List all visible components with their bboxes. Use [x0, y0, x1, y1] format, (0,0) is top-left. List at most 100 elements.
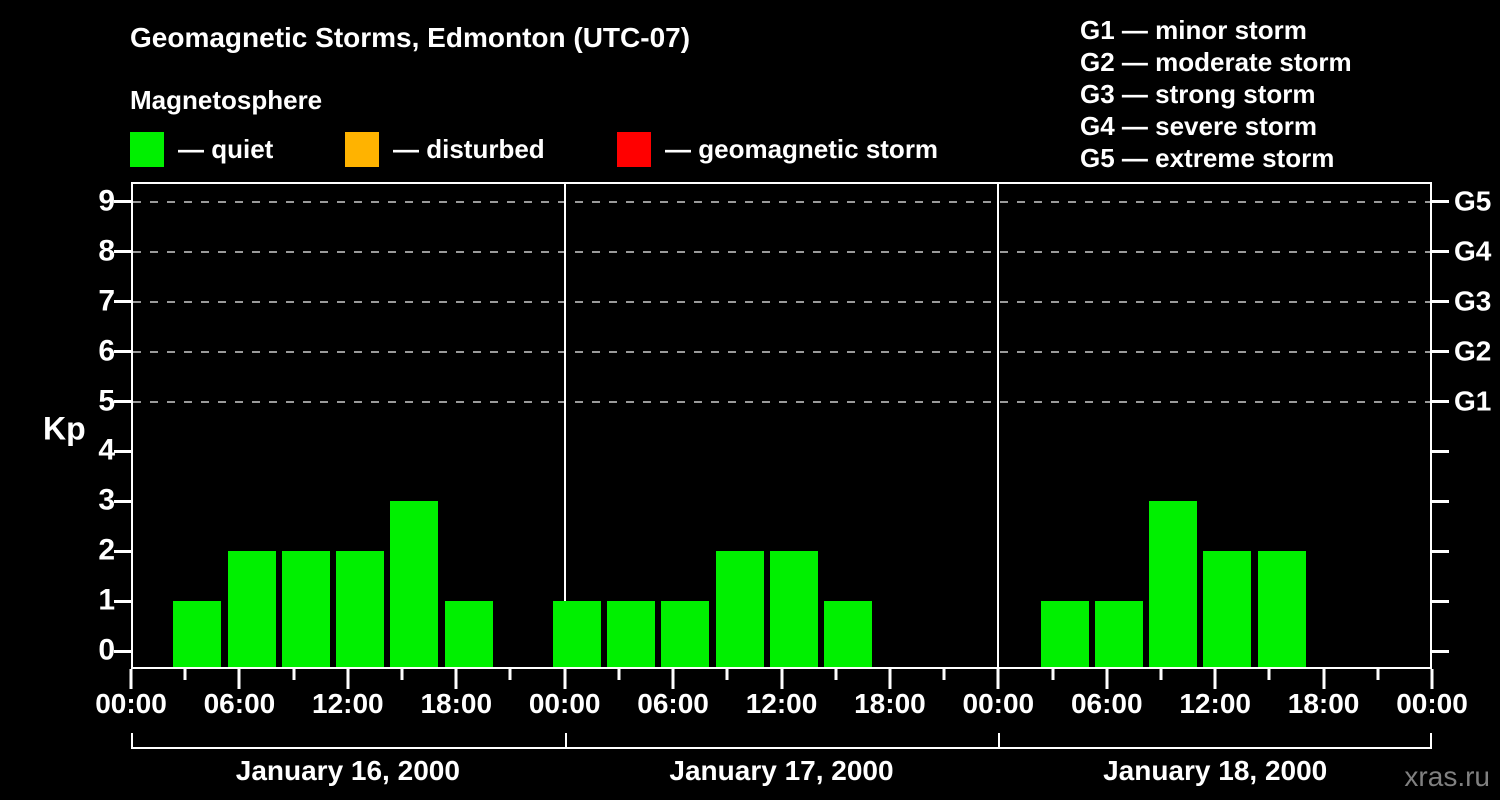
legend-item-label: — quiet [178, 134, 274, 164]
kp-bar [1257, 551, 1306, 669]
kp-bar [1040, 601, 1089, 669]
legend-item-label: — geomagnetic storm [665, 134, 939, 164]
x-tick-major [996, 669, 1000, 689]
date-label: January 17, 2000 [669, 755, 894, 786]
kp-bar [1095, 601, 1143, 669]
x-tick-major [1213, 669, 1217, 689]
y-axis-tick [114, 449, 131, 453]
y-tick-label: 7 [98, 284, 115, 318]
y-axis-tick [114, 649, 131, 653]
date-label: January 18, 2000 [1103, 755, 1328, 786]
kp-bar [607, 601, 656, 669]
x-time-label: 06:00 [1070, 688, 1143, 719]
y-axis-tick [114, 250, 131, 254]
x-tick-minor [183, 669, 187, 680]
g-level-gridline [133, 300, 1430, 303]
x-time-label: 18:00 [854, 688, 926, 719]
x-tick-minor [1267, 669, 1271, 680]
x-tick-minor [942, 669, 946, 680]
x-tick-major [1322, 669, 1326, 689]
y-axis-tick [114, 599, 131, 603]
y-tick-label: 1 [98, 583, 115, 617]
y-axis-tick [114, 300, 131, 304]
kp-bar [336, 551, 385, 669]
legend-item-storm: — geomagnetic storm [617, 132, 938, 167]
y-axis-tick [114, 400, 131, 403]
g-scale-label: G2 [1454, 334, 1492, 366]
date-bracket-tick [564, 733, 567, 749]
x-tick-minor [617, 669, 621, 680]
y-tick-label: 8 [98, 234, 115, 268]
y-axis-tick-right [1432, 599, 1449, 603]
y-axis-tick-right [1432, 649, 1449, 653]
x-time-label: 00:00 [1396, 688, 1468, 719]
x-tick-minor [400, 669, 404, 680]
color-legend: — quiet — disturbed — geomagnetic storm [0, 132, 1500, 170]
g-level-gridline [133, 200, 1430, 203]
y-tick-label: 0 [98, 633, 115, 667]
legend-item-label: — disturbed [393, 134, 545, 164]
y-axis-tick [114, 200, 131, 204]
g-scale-legend-entry: G5 — extreme storm [1080, 143, 1335, 173]
g-scale-label: G3 [1454, 285, 1492, 317]
disturbed-color-swatch [345, 132, 379, 167]
y-axis-tick [114, 350, 131, 354]
kp-bar [661, 601, 710, 669]
date-bracket: January 16, 2000 January 17, 2000 January … [131, 733, 1432, 792]
quiet-color-swatch [130, 132, 164, 167]
x-time-label: 12:00 [745, 688, 818, 719]
storm-color-swatch [617, 132, 651, 167]
x-tick-major [346, 669, 350, 689]
g-scale-label: G1 [1454, 384, 1492, 416]
kp-bar [281, 551, 330, 669]
day-separator-line [563, 182, 566, 669]
x-tick-minor [1159, 669, 1163, 680]
x-time-label: 06:00 [203, 688, 276, 719]
day-separator-line [997, 182, 1000, 669]
chart-subtitle: Magnetosphere [130, 85, 323, 115]
g-level-gridline [133, 250, 1430, 253]
x-time-label: 00:00 [95, 688, 167, 719]
legend-item-quiet: — quiet [130, 132, 273, 167]
date-bracket-tick [131, 733, 133, 749]
g-scale-legend-entry: G4 — severe storm [1080, 111, 1318, 141]
y-axis-tick-right [1432, 250, 1449, 254]
y-tick-label: 5 [98, 383, 115, 417]
g-scale-legend-entry: G1 — minor storm [1080, 15, 1307, 45]
x-time-label: 00:00 [962, 688, 1035, 719]
y-axis-tick-right [1432, 400, 1449, 403]
x-time-label: 12:00 [312, 688, 384, 719]
watermark: xras.ru [1404, 761, 1490, 792]
plot-area: Kp 0 1 2 3 4 5 6 7 8 9 G1 G2 G3 G4 G5 00:00 06:00 12:00 18… [43, 182, 1491, 719]
x-time-label: 00:00 [528, 688, 601, 719]
x-tick-major [671, 669, 675, 689]
x-tick-minor [508, 669, 512, 680]
y-axis-title: Kp [43, 410, 86, 447]
kp-bar [823, 601, 872, 669]
g-scale-label: G5 [1454, 185, 1492, 217]
kp-bar [444, 601, 493, 669]
x-time-label: 18:00 [1287, 688, 1360, 719]
g-scale-label: G4 [1454, 235, 1492, 267]
x-tick-major [1105, 669, 1109, 689]
date-label: January 16, 2000 [235, 755, 460, 786]
x-time-label: 18:00 [420, 688, 493, 719]
y-tick-label: 6 [98, 333, 115, 367]
g-level-gridline [133, 350, 1430, 353]
y-axis-tick-right [1432, 200, 1449, 204]
x-tick-minor [292, 669, 296, 680]
g-scale-legend: G1 — minor storm G2 — moderate storm G3 … [1080, 14, 1352, 174]
x-time-label: 06:00 [637, 688, 709, 719]
y-tick-label: 3 [98, 483, 115, 517]
date-bracket-tick [998, 733, 1001, 749]
kp-bar [552, 601, 601, 669]
x-tick-major [780, 669, 783, 689]
y-axis-tick-right [1432, 499, 1449, 503]
x-tick-major [237, 669, 241, 689]
kp-bar [1203, 551, 1252, 669]
kp-bar [715, 551, 764, 669]
kp-bar [1149, 501, 1198, 669]
x-tick-minor [834, 669, 838, 680]
kp-bar [227, 551, 276, 669]
